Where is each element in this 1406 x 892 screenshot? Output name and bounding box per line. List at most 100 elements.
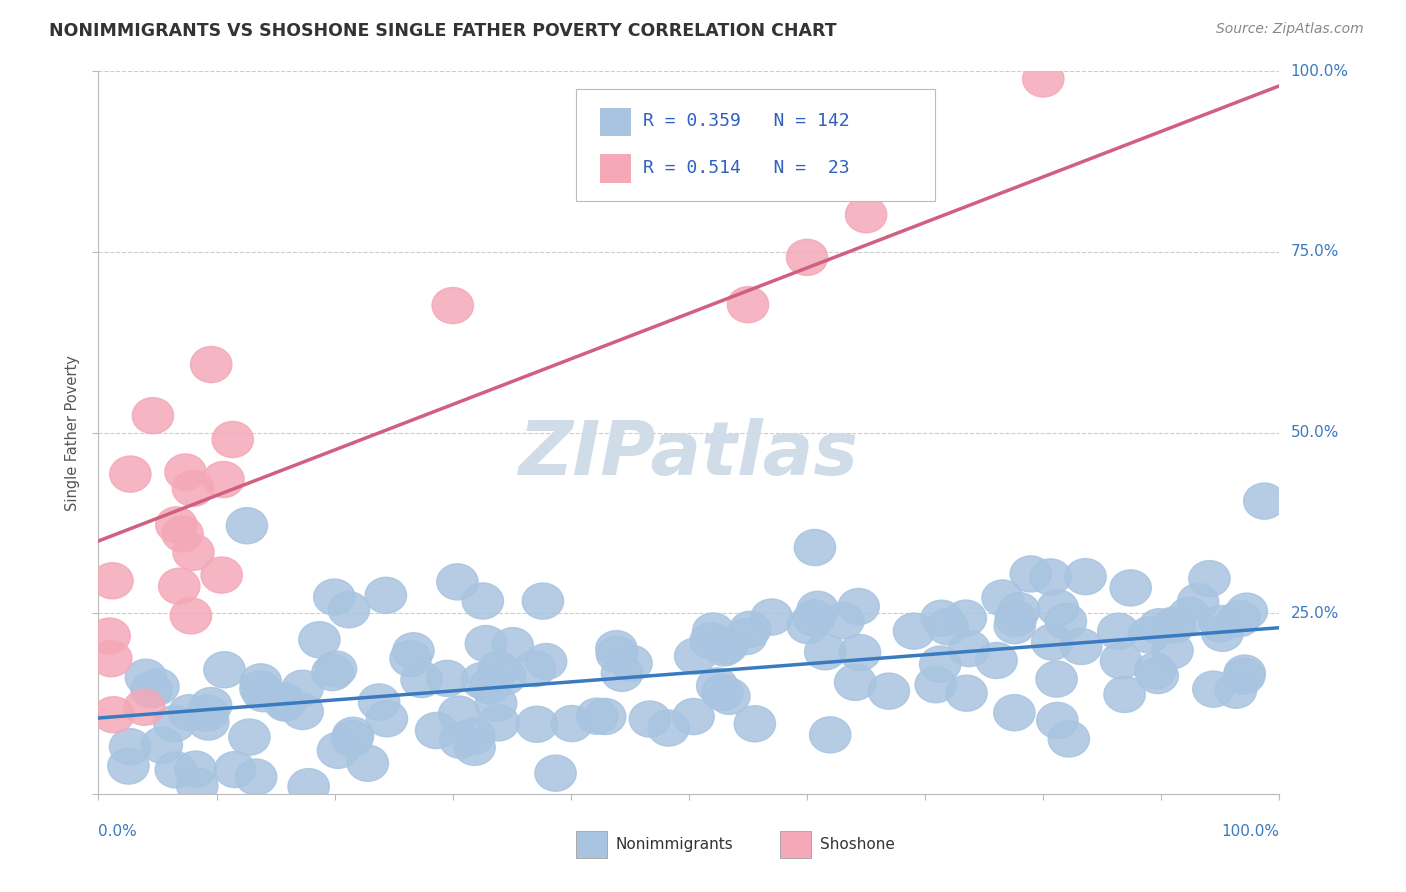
Ellipse shape bbox=[141, 727, 183, 764]
Ellipse shape bbox=[389, 640, 432, 676]
Ellipse shape bbox=[845, 196, 887, 233]
Ellipse shape bbox=[426, 660, 468, 697]
Ellipse shape bbox=[1199, 606, 1241, 641]
Ellipse shape bbox=[165, 454, 207, 490]
Ellipse shape bbox=[439, 696, 479, 732]
Ellipse shape bbox=[835, 665, 876, 700]
Text: 100.0%: 100.0% bbox=[1291, 64, 1348, 78]
Text: 0.0%: 0.0% bbox=[98, 824, 138, 839]
Ellipse shape bbox=[110, 456, 150, 492]
Ellipse shape bbox=[283, 693, 323, 730]
Ellipse shape bbox=[696, 668, 738, 704]
Ellipse shape bbox=[359, 684, 399, 720]
Ellipse shape bbox=[751, 599, 793, 635]
Ellipse shape bbox=[981, 580, 1024, 616]
Ellipse shape bbox=[475, 685, 517, 722]
Ellipse shape bbox=[1202, 615, 1243, 651]
Ellipse shape bbox=[1225, 655, 1265, 691]
Ellipse shape bbox=[240, 671, 281, 706]
Ellipse shape bbox=[432, 287, 474, 324]
Ellipse shape bbox=[125, 659, 166, 695]
Ellipse shape bbox=[610, 645, 652, 681]
Ellipse shape bbox=[263, 682, 304, 719]
Ellipse shape bbox=[177, 768, 218, 804]
Ellipse shape bbox=[110, 729, 150, 764]
Ellipse shape bbox=[949, 631, 990, 666]
Ellipse shape bbox=[162, 516, 204, 552]
Ellipse shape bbox=[945, 600, 987, 636]
Ellipse shape bbox=[318, 732, 359, 768]
Ellipse shape bbox=[91, 563, 134, 599]
Ellipse shape bbox=[1032, 624, 1073, 660]
Ellipse shape bbox=[478, 705, 519, 741]
Ellipse shape bbox=[204, 652, 245, 688]
Ellipse shape bbox=[630, 701, 671, 737]
Ellipse shape bbox=[526, 643, 567, 680]
Text: 50.0%: 50.0% bbox=[1291, 425, 1339, 440]
Ellipse shape bbox=[461, 663, 503, 698]
Text: Nonimmigrants: Nonimmigrants bbox=[616, 838, 734, 852]
Ellipse shape bbox=[787, 607, 828, 644]
Ellipse shape bbox=[1022, 61, 1064, 97]
Ellipse shape bbox=[437, 564, 478, 600]
Ellipse shape bbox=[454, 718, 495, 754]
Ellipse shape bbox=[810, 717, 851, 753]
Ellipse shape bbox=[786, 239, 828, 276]
Ellipse shape bbox=[187, 695, 228, 731]
Ellipse shape bbox=[173, 534, 214, 570]
Ellipse shape bbox=[124, 690, 165, 725]
Ellipse shape bbox=[264, 685, 307, 722]
Ellipse shape bbox=[994, 695, 1035, 731]
Ellipse shape bbox=[1244, 483, 1285, 519]
Ellipse shape bbox=[576, 698, 617, 734]
Ellipse shape bbox=[976, 642, 1017, 679]
Ellipse shape bbox=[484, 659, 526, 695]
Ellipse shape bbox=[794, 530, 835, 566]
Ellipse shape bbox=[551, 706, 592, 741]
Ellipse shape bbox=[1223, 658, 1265, 694]
Ellipse shape bbox=[366, 577, 406, 614]
Ellipse shape bbox=[1047, 721, 1090, 757]
Ellipse shape bbox=[797, 591, 838, 627]
Ellipse shape bbox=[190, 688, 232, 723]
Ellipse shape bbox=[1128, 617, 1170, 653]
Ellipse shape bbox=[174, 751, 217, 787]
Ellipse shape bbox=[838, 589, 879, 624]
Ellipse shape bbox=[702, 674, 744, 711]
Ellipse shape bbox=[946, 675, 987, 711]
Ellipse shape bbox=[734, 706, 776, 742]
Ellipse shape bbox=[131, 672, 172, 708]
Ellipse shape bbox=[170, 598, 211, 634]
Ellipse shape bbox=[132, 398, 173, 434]
Ellipse shape bbox=[927, 608, 969, 645]
Ellipse shape bbox=[1109, 570, 1152, 606]
Ellipse shape bbox=[690, 623, 731, 658]
Ellipse shape bbox=[155, 752, 197, 788]
Text: 100.0%: 100.0% bbox=[1222, 824, 1279, 839]
Ellipse shape bbox=[153, 706, 195, 742]
Text: Shoshone: Shoshone bbox=[820, 838, 894, 852]
Ellipse shape bbox=[515, 650, 555, 687]
Ellipse shape bbox=[1226, 593, 1267, 629]
Ellipse shape bbox=[693, 613, 734, 649]
Ellipse shape bbox=[868, 673, 910, 709]
Ellipse shape bbox=[585, 698, 626, 734]
Ellipse shape bbox=[235, 759, 277, 795]
Ellipse shape bbox=[108, 748, 149, 784]
Ellipse shape bbox=[675, 638, 716, 674]
Ellipse shape bbox=[1064, 558, 1107, 595]
Ellipse shape bbox=[240, 664, 281, 700]
Ellipse shape bbox=[392, 632, 434, 669]
Ellipse shape bbox=[89, 618, 131, 654]
Ellipse shape bbox=[1101, 643, 1142, 679]
Ellipse shape bbox=[90, 640, 132, 677]
Ellipse shape bbox=[440, 723, 481, 758]
Ellipse shape bbox=[725, 618, 766, 655]
Ellipse shape bbox=[1010, 556, 1052, 592]
Text: ZIPatlas: ZIPatlas bbox=[519, 417, 859, 491]
Ellipse shape bbox=[465, 625, 506, 662]
Ellipse shape bbox=[921, 600, 962, 636]
Ellipse shape bbox=[215, 752, 256, 788]
Ellipse shape bbox=[1139, 608, 1180, 645]
Ellipse shape bbox=[1168, 597, 1209, 633]
